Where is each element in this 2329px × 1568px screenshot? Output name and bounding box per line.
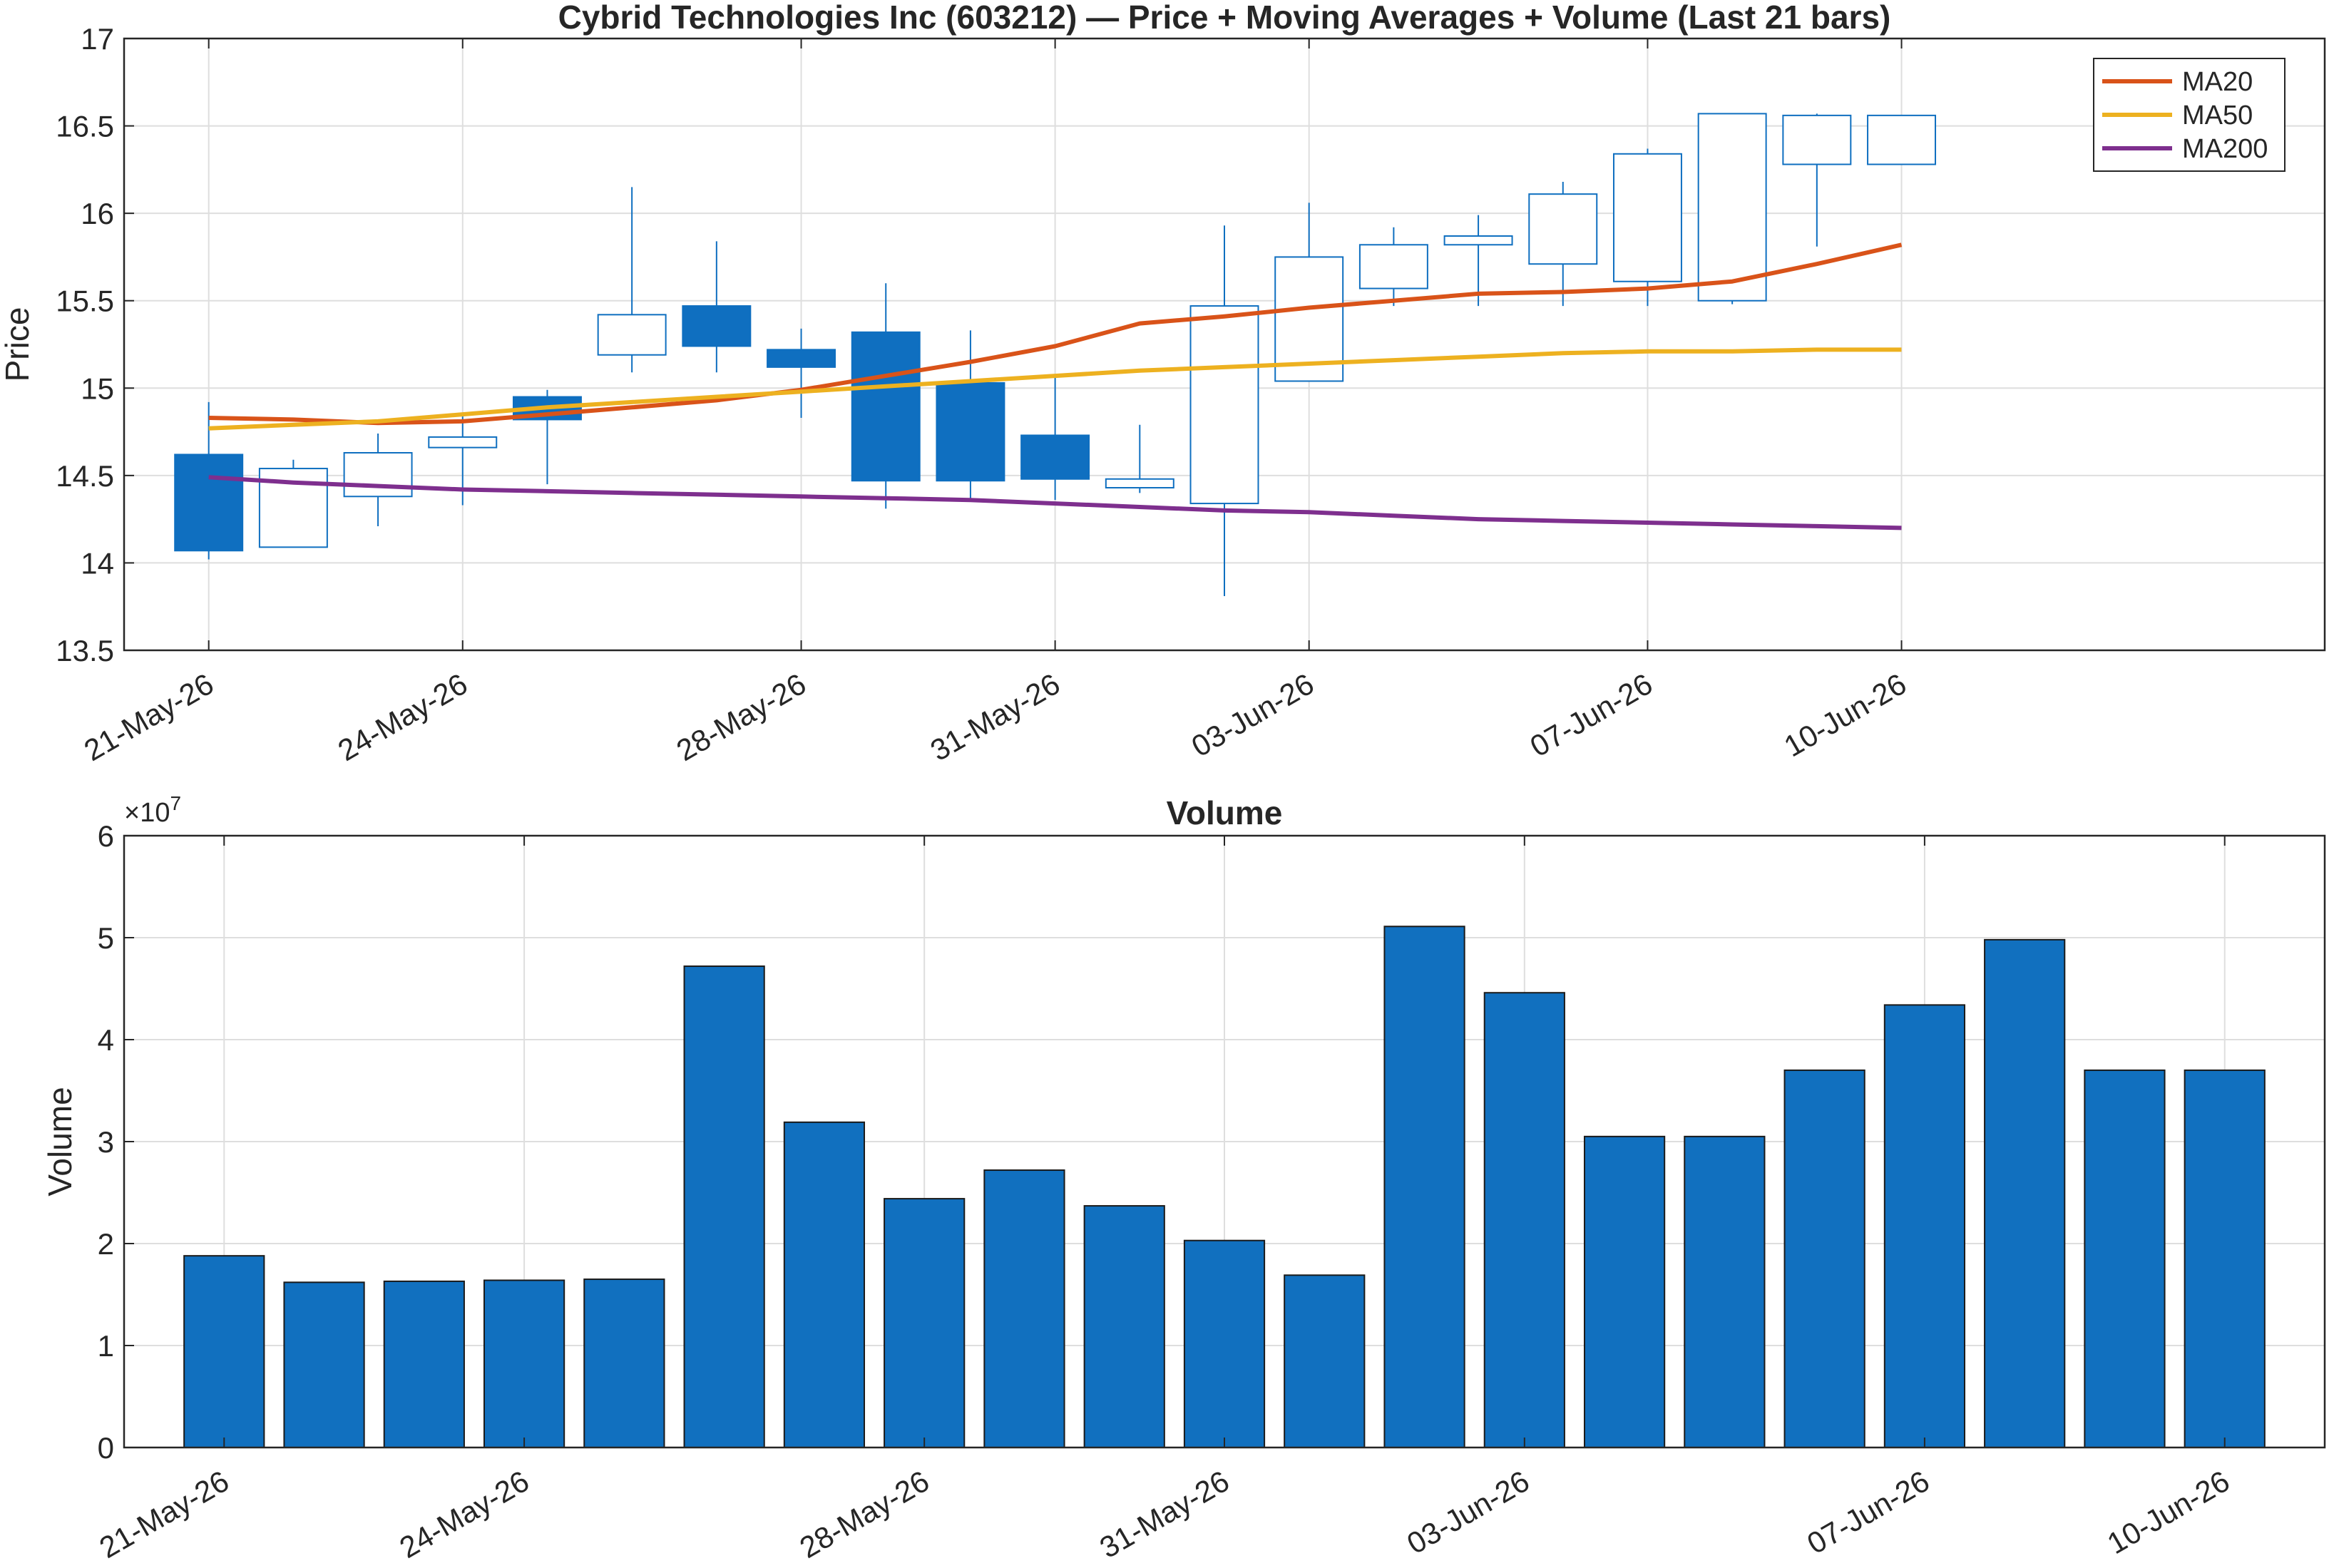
candle-body (1867, 114, 1937, 165)
candle-body (428, 436, 498, 449)
volume-y-tick-label: 5 (98, 921, 114, 955)
volume-y-tick-label: 6 (98, 819, 114, 853)
price-y-tick-label: 14.5 (56, 459, 114, 493)
volume-bar (1984, 938, 2066, 1448)
candle-body (1782, 114, 1852, 165)
volume-bar (983, 1169, 1065, 1449)
volume-bar (1383, 926, 1465, 1448)
price-y-tick-label: 17 (81, 22, 114, 56)
price-y-tick-label: 13.5 (56, 634, 114, 667)
volume-bar (884, 1198, 966, 1448)
volume-y-tick-label: 2 (98, 1227, 114, 1261)
candle-body (767, 349, 836, 368)
volume-y-tick-label: 0 (98, 1431, 114, 1465)
volume-bar (1083, 1205, 1165, 1448)
candle-body (1612, 153, 1682, 282)
price-y-axis-label: Price (0, 307, 36, 382)
price-legend: MA20 MA50 MA200 (2093, 58, 2286, 172)
volume-y-tick-label: 3 (98, 1125, 114, 1159)
volume-bar (1183, 1239, 1266, 1448)
series-line-ma200 (208, 475, 1902, 531)
volume-bar (383, 1280, 465, 1449)
candle-body (1697, 113, 1767, 302)
volume-exponent-label: ×107 (124, 792, 181, 828)
volume-bars (183, 926, 2266, 1449)
price-candles (174, 113, 1937, 597)
price-y-tick-label: 15 (81, 371, 114, 405)
price-chart-title: Cybrid Technologies Inc (603212) — Price… (558, 0, 1891, 36)
candle-body (1020, 434, 1090, 480)
legend-label-ma200: MA200 (2182, 134, 2268, 164)
candle-body (1528, 193, 1598, 265)
volume-bar (1883, 1004, 1966, 1448)
candle-body (1274, 256, 1344, 382)
volume-bar (1583, 1135, 1666, 1448)
price-moving-averages (208, 242, 1903, 531)
legend-label-ma20: MA20 (2182, 67, 2253, 97)
price-y-tick-label: 15.5 (56, 285, 114, 318)
series-line-ma20 (208, 242, 1903, 426)
candle-body (936, 381, 1005, 482)
volume-bar (483, 1279, 565, 1448)
candle-body (851, 331, 921, 482)
exponent-power: 7 (170, 792, 181, 814)
volume-bar (183, 1255, 265, 1449)
volume-bar (1483, 992, 1565, 1448)
volume-y-axis-label: Volume (41, 1087, 78, 1196)
price-axes-box (123, 37, 2326, 652)
volume-bar (583, 1279, 665, 1449)
volume-bar (783, 1121, 866, 1448)
volume-y-tick-label: 1 (98, 1329, 114, 1363)
price-y-tick-label: 16.5 (56, 110, 114, 143)
price-y-tick-label: 14 (81, 546, 114, 580)
volume-bar (1684, 1135, 1766, 1448)
volume-bar (683, 965, 765, 1449)
volume-bar (2184, 1069, 2266, 1448)
volume-bar (2084, 1069, 2166, 1448)
exponent-base: ×10 (124, 798, 170, 828)
series-line-ma50 (208, 347, 1902, 431)
price-y-tick-label: 16 (81, 197, 114, 230)
candle-body (174, 454, 244, 552)
candle-body (1358, 244, 1428, 289)
candle-body (1443, 235, 1513, 246)
volume-bar (283, 1281, 365, 1448)
volume-y-tick-label: 4 (98, 1023, 114, 1057)
candle-body (1189, 305, 1259, 505)
legend-label-ma50: MA50 (2182, 101, 2253, 130)
candle-body (1105, 478, 1174, 489)
volume-bar (1783, 1069, 1865, 1448)
volume-chart-title: Volume (1167, 794, 1283, 831)
candle-body (682, 305, 752, 347)
volume-bar (1284, 1274, 1366, 1448)
candle-body (343, 451, 413, 498)
candle-body (597, 314, 667, 356)
